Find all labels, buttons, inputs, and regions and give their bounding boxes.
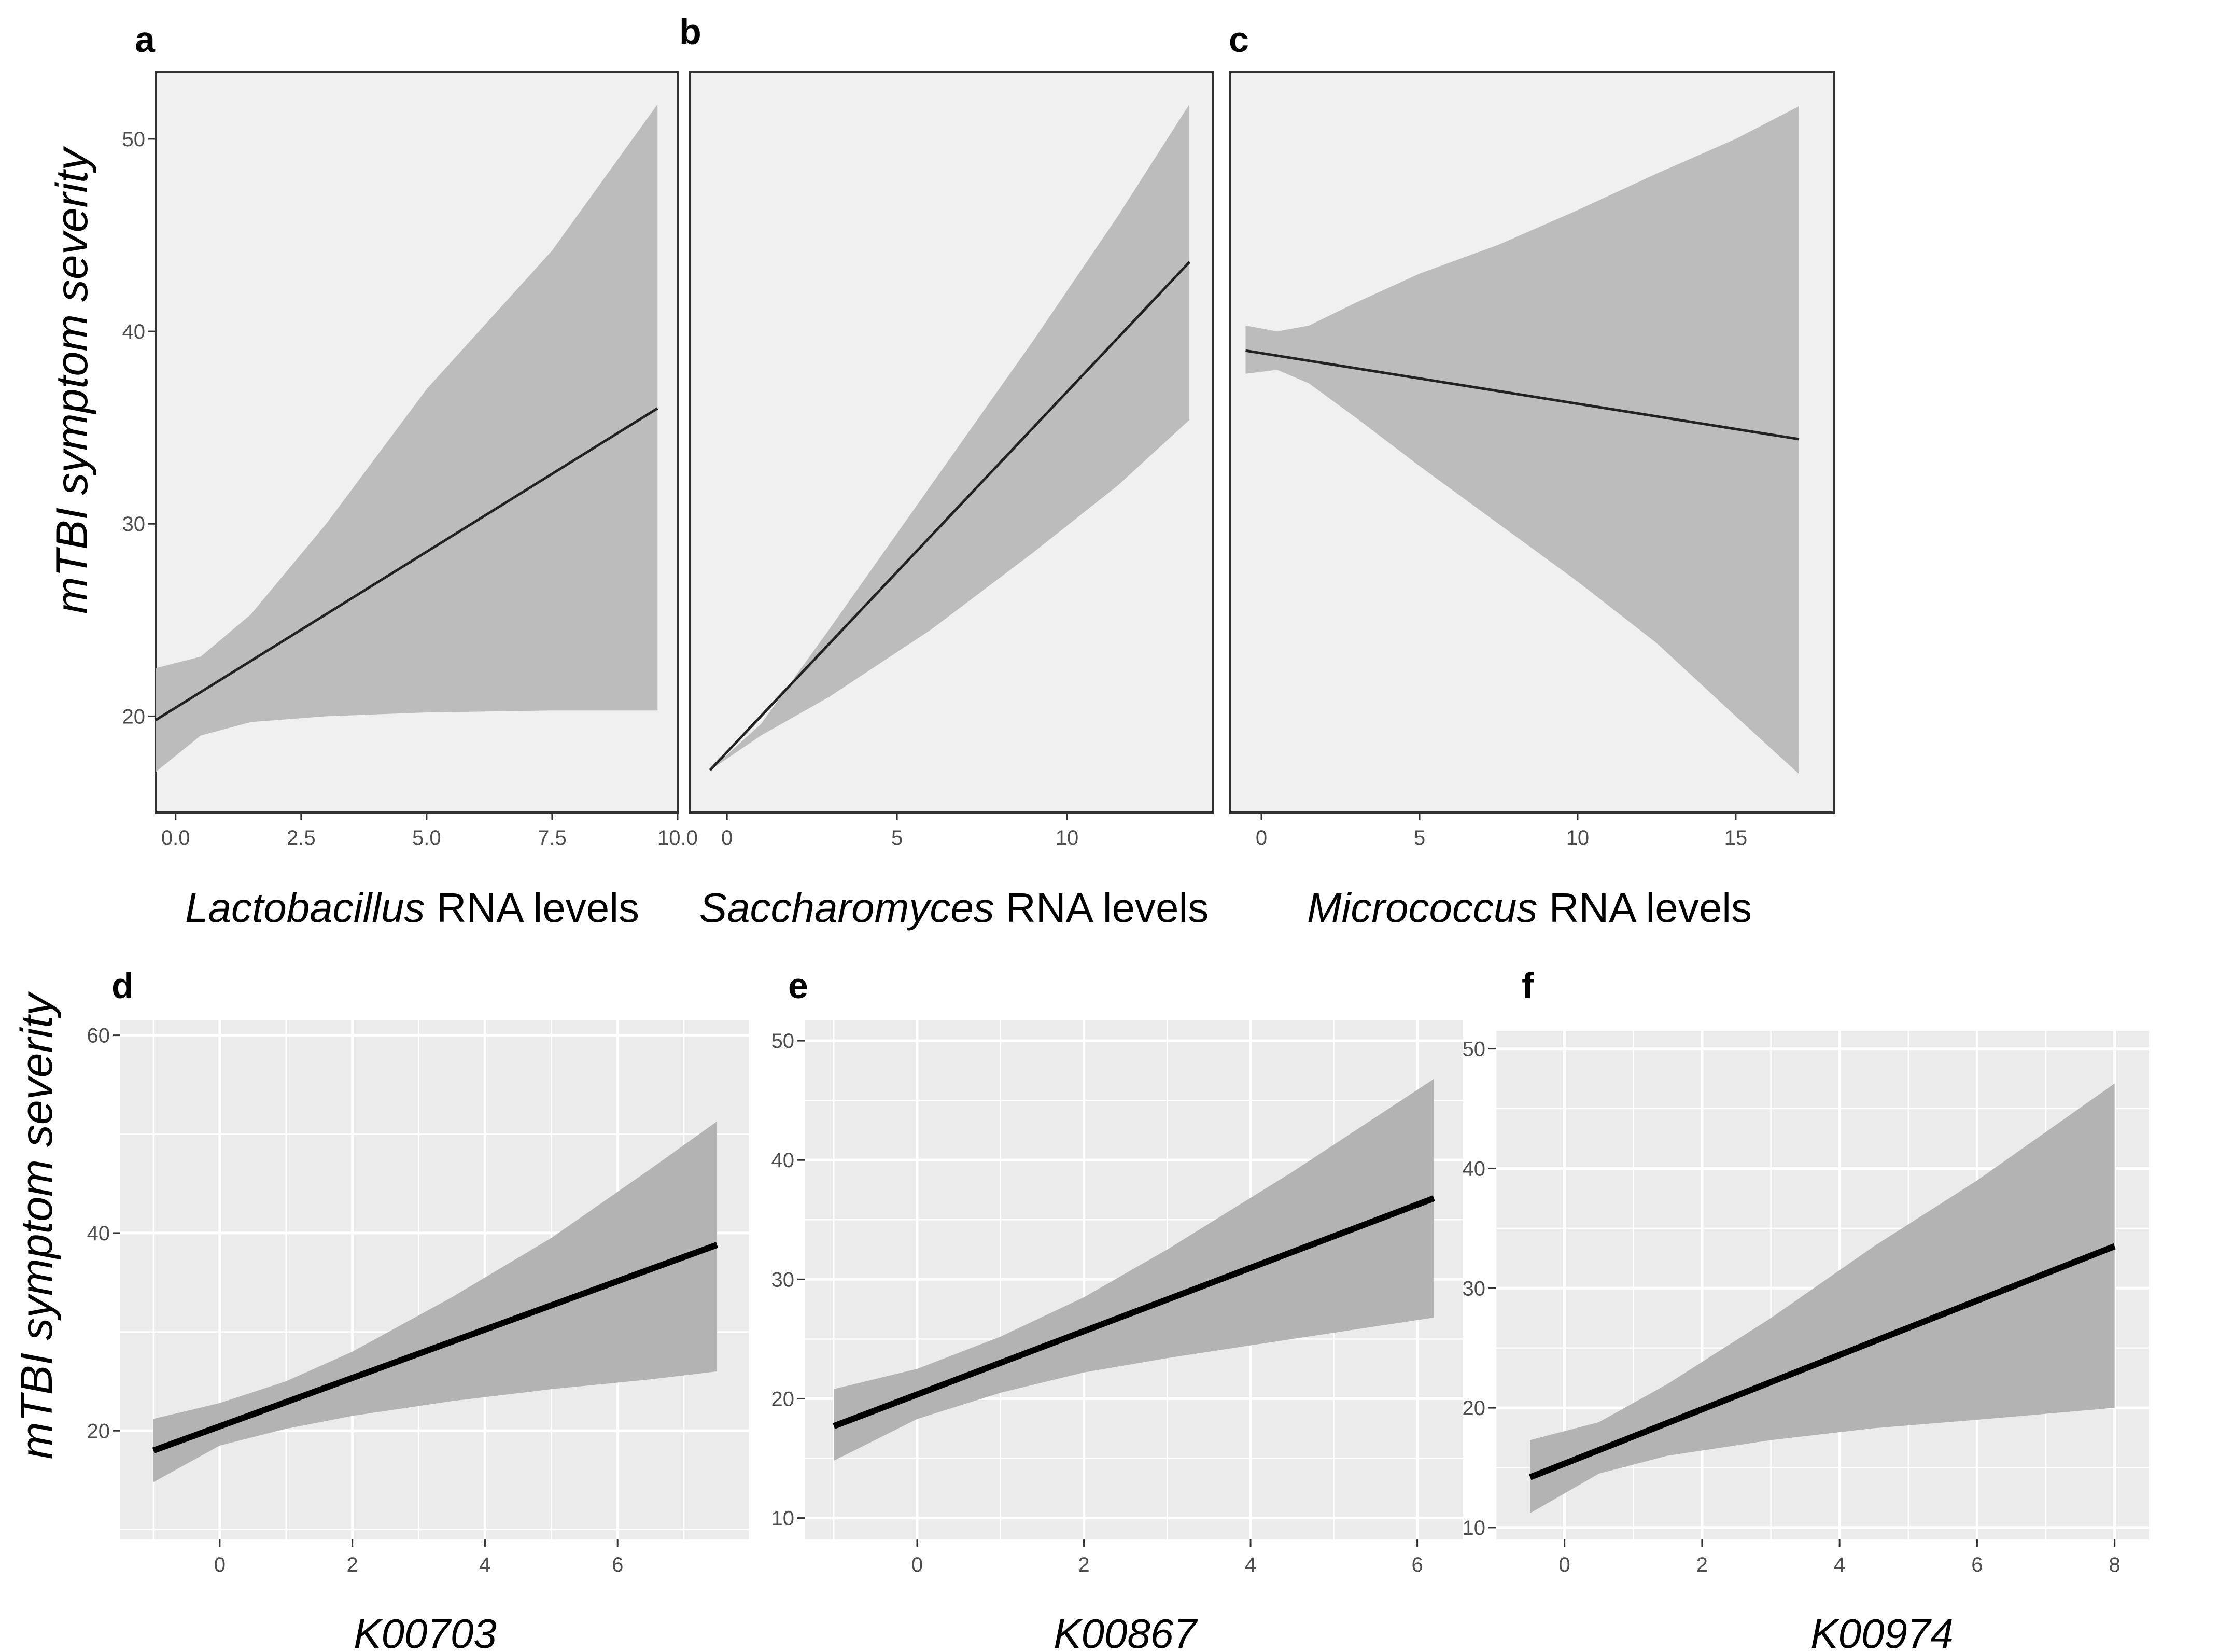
y-tick-label: 20 xyxy=(87,1420,110,1443)
panel-b: 0 5 10 b Saccharomyces RNA levels xyxy=(679,11,1214,931)
confidence-band xyxy=(1245,106,1799,774)
y-axis-title-top: mTBI symptom severity xyxy=(47,146,97,614)
x-axis-title-italic: Saccharomyces xyxy=(699,885,994,931)
panel-d: 0 2 4 6 20 40 60d K00703 xyxy=(87,965,752,1652)
confidence-band xyxy=(710,104,1190,771)
panel-letter: c xyxy=(1229,19,1249,60)
x-tick-label: 6 xyxy=(612,1553,623,1576)
x-tick-label: 5 xyxy=(891,827,903,849)
x-tick-label: 10 xyxy=(1566,827,1590,849)
fit-line xyxy=(1245,349,1800,441)
y-axis-title-bottom: mTBI symptom severity xyxy=(12,991,62,1459)
panel-a: 0.0 2.5 5.0 7.5 10.0 20 30 40 50 a Lactobacillus R… xyxy=(122,19,698,931)
x-axis-title: K00703 xyxy=(354,1611,497,1652)
x-tick-label: 2 xyxy=(347,1553,358,1576)
y-tick-label: 20 xyxy=(122,705,146,728)
panel-letter: f xyxy=(1522,965,1534,1006)
y-tick-label: 10 xyxy=(1463,1517,1486,1539)
x-tick-label: 10 xyxy=(1056,827,1079,849)
y-tick-label: 40 xyxy=(1463,1157,1486,1180)
x-tick-label: 4 xyxy=(479,1553,490,1576)
panel-letter: e xyxy=(788,965,808,1006)
x-axis-title-italic: Micrococcus xyxy=(1307,885,1538,931)
y-tick-label: 50 xyxy=(122,128,146,151)
x-tick-label: 6 xyxy=(1411,1553,1423,1576)
x-tick-label: 10.0 xyxy=(657,827,698,849)
x-tick-label: 2 xyxy=(1078,1553,1089,1576)
x-tick-label: 7.5 xyxy=(538,827,567,849)
panel-c: 0 5 10 15 c Micrococcus RNA levels xyxy=(1229,19,1835,931)
y-tick-label: 20 xyxy=(1463,1397,1486,1420)
x-tick-label: 5 xyxy=(1414,827,1425,849)
x-tick-label: 8 xyxy=(2109,1553,2120,1576)
x-axis-title-rest: RNA levels xyxy=(994,885,1209,931)
x-tick-label: 6 xyxy=(1971,1553,1983,1576)
y-tick-label: 20 xyxy=(771,1388,795,1410)
x-tick-label: 0.0 xyxy=(161,827,190,849)
y-tick-label: 50 xyxy=(771,1030,795,1053)
panel-letter: a xyxy=(135,19,156,60)
confidence-band xyxy=(1530,1083,2115,1514)
x-axis-title: Lactobacillus RNA levels xyxy=(185,885,639,931)
panel-f: 0 2 4 6 8 10 20 30 40 50 f K00974 xyxy=(1463,965,2149,1652)
x-tick-label: 2 xyxy=(1696,1553,1708,1576)
x-axis-title-rest: RNA levels xyxy=(1538,885,1752,931)
confidence-band xyxy=(156,104,658,773)
y-tick-label: 40 xyxy=(122,320,146,343)
x-axis-title-rest: RNA levels xyxy=(425,885,639,931)
x-tick-label: 0 xyxy=(721,827,733,849)
panel-letter: b xyxy=(679,11,701,52)
x-tick-label: 4 xyxy=(1834,1553,1845,1576)
y-tick-label: 50 xyxy=(1463,1038,1486,1061)
y-tick-label: 40 xyxy=(87,1222,110,1245)
y-tick-label: 30 xyxy=(122,513,146,536)
fit-line xyxy=(155,407,658,721)
x-axis-title-italic: K00867 xyxy=(1054,1611,1198,1652)
x-tick-label: 0 xyxy=(1256,827,1267,849)
fit-line xyxy=(152,1242,719,1454)
panel-letter: d xyxy=(111,965,134,1006)
x-axis-title: K00974 xyxy=(1810,1611,1954,1652)
x-tick-label: 0 xyxy=(911,1553,923,1576)
x-tick-label: 0 xyxy=(1559,1553,1570,1576)
fit-line xyxy=(833,1195,1435,1430)
x-axis-title-italic: K00703 xyxy=(354,1611,497,1652)
x-tick-label: 0 xyxy=(214,1553,226,1576)
x-axis-title: Micrococcus RNA levels xyxy=(1307,885,1752,931)
y-tick-label: 40 xyxy=(771,1149,795,1172)
confidence-band xyxy=(153,1121,718,1482)
x-tick-label: 2.5 xyxy=(287,827,316,849)
panel-e: 0 2 4 6 10 20 30 40 50 e K00867 xyxy=(771,965,1463,1652)
x-axis-title: K00867 xyxy=(1054,1611,1198,1652)
x-tick-label: 5.0 xyxy=(412,827,441,849)
fit-line xyxy=(709,261,1190,772)
x-tick-label: 4 xyxy=(1245,1553,1256,1576)
x-axis-title-italic: Lactobacillus xyxy=(185,885,425,931)
y-tick-label: 30 xyxy=(1463,1277,1486,1300)
y-tick-label: 10 xyxy=(771,1507,795,1530)
x-axis-title: Saccharomyces RNA levels xyxy=(699,885,1209,931)
y-tick-label: 60 xyxy=(87,1025,110,1047)
x-axis-title-italic: K00974 xyxy=(1810,1611,1954,1652)
x-tick-label: 15 xyxy=(1724,827,1748,849)
fit-line xyxy=(1529,1243,2116,1480)
y-tick-label: 30 xyxy=(771,1268,795,1291)
confidence-band xyxy=(834,1079,1434,1461)
